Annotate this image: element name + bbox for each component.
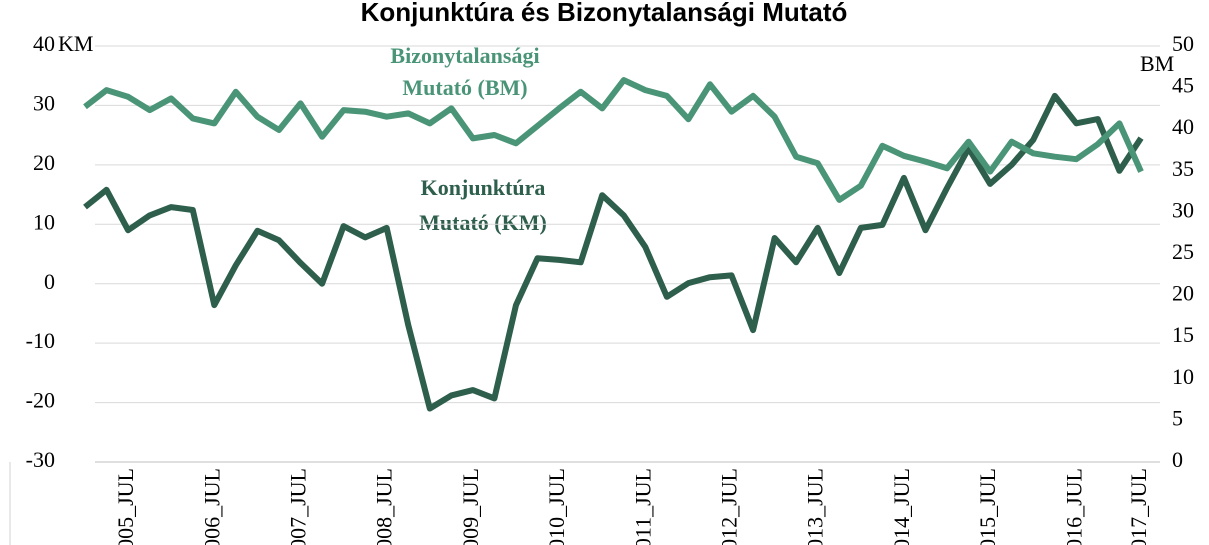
y2-tick-label: 35 bbox=[1172, 156, 1194, 181]
x-tick-label: 2017_JUL bbox=[1126, 468, 1151, 545]
y2-tick-label: 25 bbox=[1172, 239, 1194, 264]
y2-tick-label: 50 bbox=[1172, 31, 1194, 56]
y-tick-label: -10 bbox=[26, 328, 55, 353]
x-tick-label: 2006_JUL bbox=[199, 468, 224, 545]
y2-tick-label: 15 bbox=[1172, 322, 1194, 347]
y2-tick-label: 10 bbox=[1172, 364, 1194, 389]
y-tick-label: 40 bbox=[33, 31, 55, 56]
y-tick-label: -30 bbox=[26, 447, 55, 472]
y2-tick-label: 40 bbox=[1172, 114, 1194, 139]
annotation: Konjunktúra bbox=[421, 175, 546, 200]
annotation: Mutató (BM) bbox=[402, 75, 527, 100]
annotation: Bizonytalansági bbox=[390, 43, 539, 68]
y-tick-label: 30 bbox=[33, 90, 55, 115]
x-tick-label: 2013_JUL bbox=[803, 468, 828, 545]
y-tick-label: 0 bbox=[44, 269, 55, 294]
x-tick-label: 2009_JUL bbox=[458, 468, 483, 545]
y-tick-label: 20 bbox=[33, 150, 55, 175]
x-tick-label: 2014_JUL bbox=[889, 468, 914, 545]
y-tick-label: -20 bbox=[26, 388, 55, 413]
annotation: Mutató (KM) bbox=[419, 210, 547, 235]
y-tick-label: 10 bbox=[33, 209, 55, 234]
y2-tick-label: 20 bbox=[1172, 281, 1194, 306]
y2-tick-label: 30 bbox=[1172, 197, 1194, 222]
x-tick-label: 2011_JUL bbox=[630, 468, 655, 545]
y2-tick-label: 5 bbox=[1172, 405, 1183, 430]
y-axis-label: KM bbox=[58, 31, 93, 56]
x-tick-label: 2012_JUL bbox=[717, 468, 742, 545]
y2-tick-label: 45 bbox=[1172, 73, 1194, 98]
y2-tick-label: 0 bbox=[1172, 447, 1183, 472]
x-tick-label: 2007_JUL bbox=[286, 468, 311, 545]
x-tick-label: 2008_JUL bbox=[372, 468, 397, 545]
x-tick-label: 2005_JUL bbox=[113, 468, 138, 545]
x-tick-label: 2010_JUL bbox=[544, 468, 569, 545]
line-series bbox=[83, 77, 1144, 203]
x-tick-label: 2016_JUL bbox=[1061, 468, 1086, 545]
y2-axis-label: BM bbox=[1140, 51, 1174, 76]
x-tick-label: 2015_JUL bbox=[975, 468, 1000, 545]
chart-title: Konjunktúra és Bizonytalansági Mutató bbox=[361, 0, 848, 27]
line-series bbox=[83, 92, 1144, 412]
